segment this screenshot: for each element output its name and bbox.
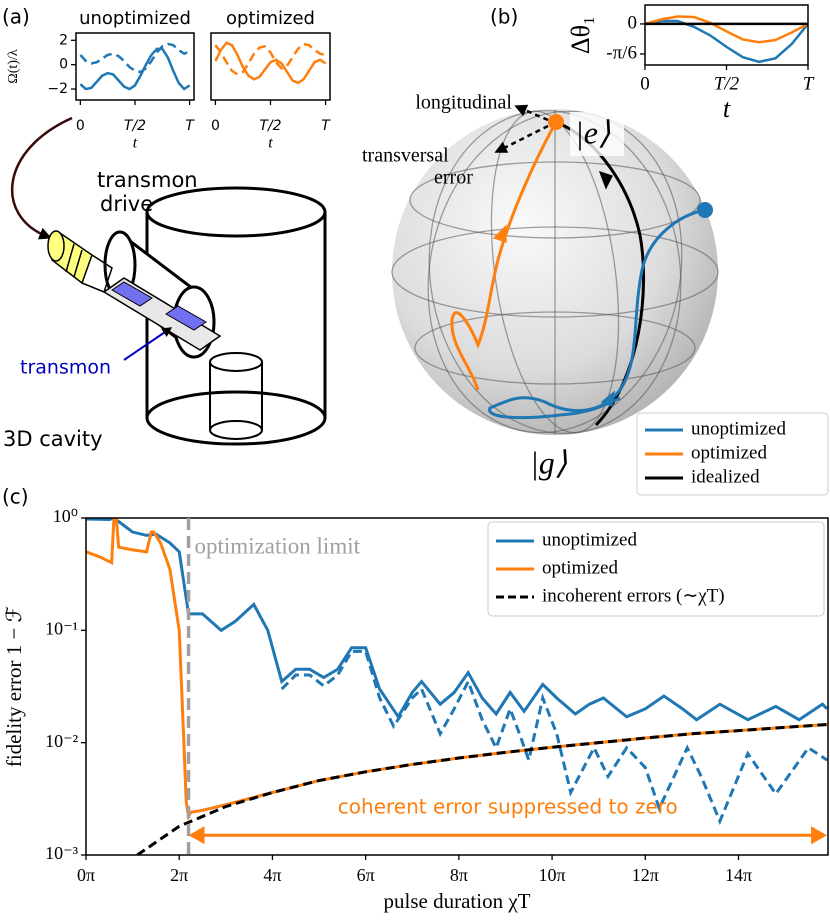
series-line xyxy=(86,518,828,722)
arrow-head xyxy=(811,826,828,845)
y-tick-label: -π/6 xyxy=(606,42,637,63)
y-tick-label: 0 xyxy=(628,12,638,33)
y-axis-label: Δθ₁ xyxy=(566,16,595,54)
x-tick-label: 8π xyxy=(450,865,468,885)
annotation: optimization limit xyxy=(195,533,361,558)
x-axis-label: pulse duration χT xyxy=(384,889,531,913)
legend-label: idealized xyxy=(691,466,760,487)
x-tick-label: T xyxy=(803,73,815,94)
series-line xyxy=(214,41,327,85)
legend-label: optimized xyxy=(542,557,618,578)
legend-box xyxy=(487,521,825,617)
bloch-sphere xyxy=(391,104,719,435)
plot-frame xyxy=(85,517,829,856)
series-line xyxy=(214,42,326,76)
diagram-label: transmon xyxy=(97,168,198,192)
x-tick-label: 0 xyxy=(211,118,220,134)
legend-label: incoherent errors (∼χT) xyxy=(542,585,725,606)
x-axis-label: t xyxy=(268,135,273,152)
y-axis-label: fidelity error 1 − ℱ xyxy=(2,606,26,767)
diagram-label: transmon xyxy=(20,357,111,379)
diagram-label: drive xyxy=(100,192,153,216)
x-tick-label: T/2 xyxy=(124,118,146,134)
series-line xyxy=(79,42,191,74)
series-line xyxy=(645,19,808,64)
y-tick-label: 10⁰ xyxy=(53,506,78,526)
chart-title: unoptimized xyxy=(79,8,191,29)
legend-label: unoptimized xyxy=(691,418,786,439)
x-tick-label: T/2 xyxy=(259,118,281,134)
panel-label: (c) xyxy=(2,485,29,509)
y-tick-label: −2 xyxy=(47,81,68,97)
series-line xyxy=(79,47,191,91)
y-tick-label: 2 xyxy=(59,32,68,48)
x-tick-label: 0 xyxy=(640,73,650,94)
annotation: coherent error suppressed to zero xyxy=(338,795,678,819)
legend-label: optimized xyxy=(691,442,767,463)
y-tick-label: 10⁻¹ xyxy=(45,618,78,638)
x-tick-label: 14π xyxy=(725,865,752,885)
x-axis-label: t xyxy=(133,135,138,152)
bloch-label: longitudinal xyxy=(415,92,512,114)
series-line xyxy=(645,15,808,44)
y-tick-label: 10⁻² xyxy=(45,731,78,751)
x-tick-label: 2π xyxy=(170,865,188,885)
x-tick-label: 4π xyxy=(263,865,281,885)
x-tick-label: 6π xyxy=(357,865,375,885)
series-line xyxy=(280,649,828,826)
x-tick-label: T/2 xyxy=(714,73,740,94)
cavity-diagram xyxy=(11,116,327,446)
x-tick-label: 0 xyxy=(76,118,85,134)
legend-box xyxy=(636,412,829,496)
x-tick-label: T xyxy=(185,118,195,134)
diagram-label: 3D cavity xyxy=(3,427,103,451)
y-tick-label: 10⁻³ xyxy=(45,843,79,863)
x-tick-label: 12π xyxy=(632,865,659,885)
plot-area xyxy=(76,33,194,100)
x-tick-label: T xyxy=(321,118,331,134)
panel-label: (b) xyxy=(490,5,518,29)
bloch-label: |g⟩ xyxy=(530,444,568,480)
arrow-head xyxy=(188,826,205,845)
bloch-label: |e⟩ xyxy=(575,114,611,150)
x-axis-label: t xyxy=(723,94,731,123)
panel-label: (a) xyxy=(2,5,30,29)
x-tick-label: 0π xyxy=(77,865,95,885)
chart-title: optimized xyxy=(226,8,315,29)
y-axis-label: Ω(t)/λ xyxy=(6,49,21,84)
legend-label: unoptimized xyxy=(542,529,637,550)
bloch-label: error xyxy=(434,167,473,189)
bloch-label: transversal xyxy=(362,145,449,167)
y-tick-label: 0 xyxy=(59,57,68,73)
x-tick-label: 10π xyxy=(539,865,566,885)
